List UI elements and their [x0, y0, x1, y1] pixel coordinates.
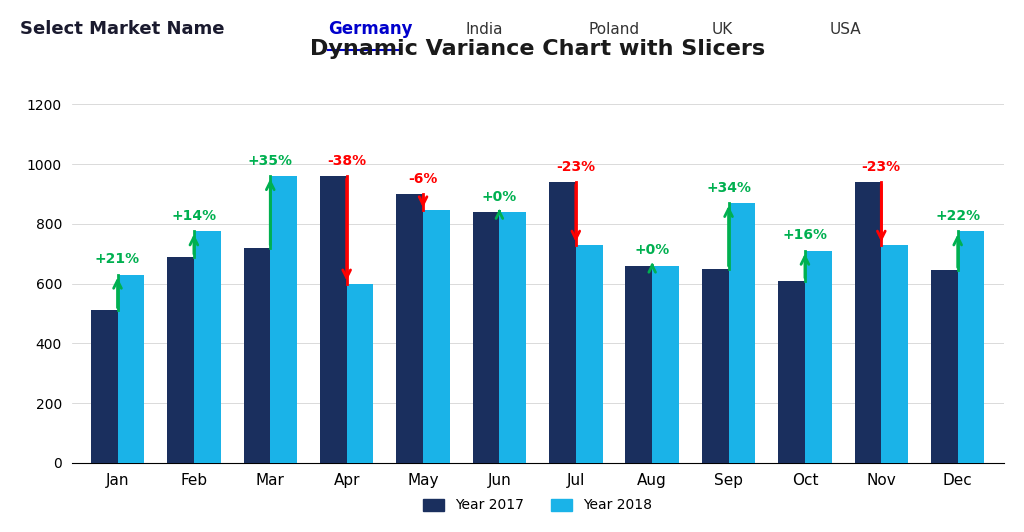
- Text: +21%: +21%: [95, 252, 140, 267]
- Bar: [931, 270, 957, 463]
- Text: Germany: Germany: [328, 20, 413, 38]
- Text: -6%: -6%: [409, 172, 437, 186]
- Bar: [549, 182, 575, 463]
- Text: -23%: -23%: [556, 160, 595, 173]
- Bar: [500, 212, 526, 463]
- Text: India: India: [466, 22, 504, 37]
- Bar: [270, 176, 297, 463]
- Text: +35%: +35%: [248, 154, 293, 168]
- Bar: [855, 182, 882, 463]
- Bar: [244, 248, 270, 463]
- Text: USA: USA: [829, 22, 861, 37]
- Text: -38%: -38%: [327, 154, 367, 168]
- Bar: [652, 265, 679, 463]
- Text: +14%: +14%: [171, 209, 216, 223]
- Bar: [194, 231, 220, 463]
- Bar: [167, 257, 194, 463]
- Legend: Year 2017, Year 2018: Year 2017, Year 2018: [417, 493, 658, 518]
- Bar: [118, 275, 144, 463]
- Bar: [778, 280, 805, 463]
- Bar: [701, 269, 728, 463]
- Bar: [805, 251, 831, 463]
- Bar: [319, 176, 347, 463]
- Bar: [728, 203, 756, 463]
- Text: +0%: +0%: [481, 189, 517, 204]
- Text: -23%: -23%: [862, 160, 901, 173]
- Bar: [575, 245, 602, 463]
- Text: Select Market Name: Select Market Name: [20, 20, 225, 38]
- Bar: [423, 210, 450, 463]
- Bar: [473, 212, 500, 463]
- Bar: [396, 194, 423, 463]
- Text: UK: UK: [712, 22, 733, 37]
- Text: +34%: +34%: [707, 180, 751, 195]
- Bar: [882, 245, 908, 463]
- Bar: [957, 231, 984, 463]
- Bar: [91, 311, 118, 463]
- Bar: [347, 284, 374, 463]
- Bar: [626, 265, 652, 463]
- Text: +16%: +16%: [782, 228, 827, 243]
- Text: +22%: +22%: [935, 209, 980, 223]
- Text: +0%: +0%: [635, 243, 670, 257]
- Title: Dynamic Variance Chart with Slicers: Dynamic Variance Chart with Slicers: [310, 39, 765, 59]
- Text: Poland: Poland: [589, 22, 640, 37]
